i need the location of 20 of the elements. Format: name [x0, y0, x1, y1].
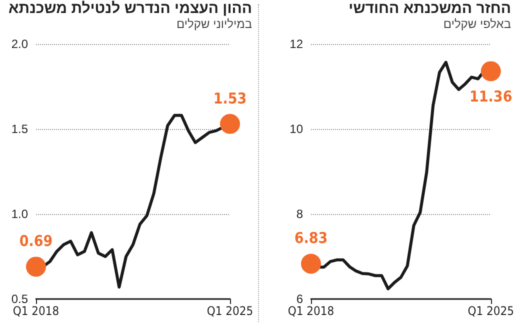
data-label: 1.53 [213, 89, 247, 108]
y-tick-label: 1.5 [11, 122, 28, 136]
data-label: 11.36 [470, 88, 512, 106]
chart-subtitle: במיליוני שקלים [176, 17, 252, 31]
data-label: 6.83 [294, 229, 328, 248]
chart-subtitle: באלפי שקלים [442, 17, 511, 31]
x-tick-label: Q1 2025 [206, 304, 254, 318]
y-tick-label: 6 [296, 292, 304, 306]
x-tick-label: Q1 2018 [12, 304, 60, 318]
y-tick-label: 10 [290, 122, 304, 136]
data-label: 0.69 [19, 232, 53, 250]
y-tick-label: 2.0 [11, 37, 28, 51]
y-tick-label: 0.5 [11, 292, 28, 306]
chart-title: ההון העצמי הנדרש לנטילת משכנתא [8, 0, 252, 17]
y-tick-label: 8 [296, 207, 304, 221]
y-tick-label: 1.0 [11, 207, 28, 221]
x-tick-label: Q1 2018 [288, 304, 334, 318]
chart-title: החזר המשכנתא החודשי [348, 0, 511, 17]
x-tick-label: Q1 2025 [468, 304, 514, 318]
y-tick-label: 12 [290, 37, 304, 51]
